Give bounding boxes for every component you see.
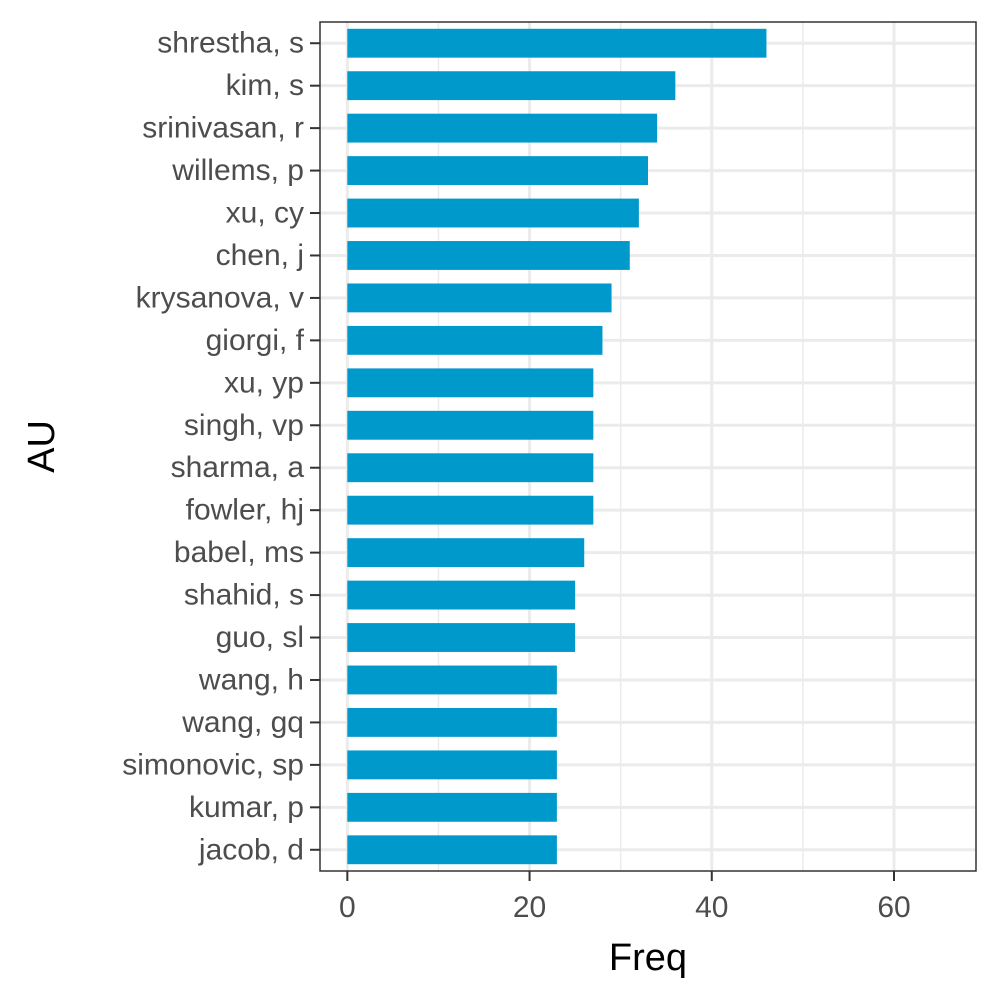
bar <box>347 113 658 143</box>
bar <box>347 325 603 355</box>
x-tick-label: 60 <box>877 891 910 924</box>
y-tick-label: wang, gq <box>181 706 304 739</box>
bar <box>347 623 576 652</box>
y-tick-label: singh, vp <box>184 409 304 442</box>
y-axis-title: AU <box>21 420 63 473</box>
y-tick-label: xu, yp <box>224 366 304 399</box>
x-tick-label: 0 <box>339 891 356 924</box>
x-axis-title: Freq <box>609 937 687 979</box>
grid-lines <box>320 22 976 871</box>
y-tick-label: xu, cy <box>226 197 304 230</box>
bar <box>347 71 676 101</box>
y-tick-label: shrestha, s <box>157 27 304 60</box>
bar <box>347 368 594 398</box>
y-tick-label: fowler, hj <box>186 494 304 527</box>
y-tick-label: chen, j <box>216 239 304 272</box>
bar <box>347 750 557 780</box>
y-tick-label: kumar, p <box>189 791 304 824</box>
y-tick-label: jacob, d <box>198 833 304 866</box>
bar <box>347 28 767 58</box>
bar <box>347 410 594 440</box>
bar <box>347 156 648 186</box>
y-tick-label: giorgi, f <box>206 324 305 357</box>
panel-border <box>319 21 977 872</box>
bar <box>347 283 612 313</box>
bar <box>347 453 594 483</box>
y-tick-label: krysanova, v <box>136 281 304 314</box>
bar <box>347 665 557 695</box>
bar <box>347 495 594 525</box>
y-tick-label: kim, s <box>226 69 304 102</box>
y-tick-label: wang, h <box>198 663 304 696</box>
y-tick-label: babel, ms <box>174 536 304 569</box>
bar <box>347 707 557 737</box>
x-tick-label: 20 <box>513 891 546 924</box>
bar <box>347 198 639 228</box>
bars <box>347 28 767 865</box>
bar <box>347 538 585 568</box>
y-tick-label: srinivasan, r <box>142 112 304 145</box>
y-tick-label: shahid, s <box>184 579 304 612</box>
bar <box>347 580 576 610</box>
y-tick-label: guo, sl <box>216 621 304 654</box>
y-tick-label: simonovic, sp <box>122 748 304 781</box>
x-axis-ticks: 0 20 40 60 <box>339 871 911 924</box>
y-axis-ticks: shrestha, s kim, s srinivasan, r willems, p… <box>122 27 320 866</box>
x-tick-label: 40 <box>695 891 728 924</box>
y-tick-label: sharma, a <box>171 451 305 484</box>
bar <box>347 792 557 822</box>
bar <box>347 241 630 270</box>
bar <box>347 835 557 865</box>
y-tick-label: willems, p <box>171 154 304 187</box>
